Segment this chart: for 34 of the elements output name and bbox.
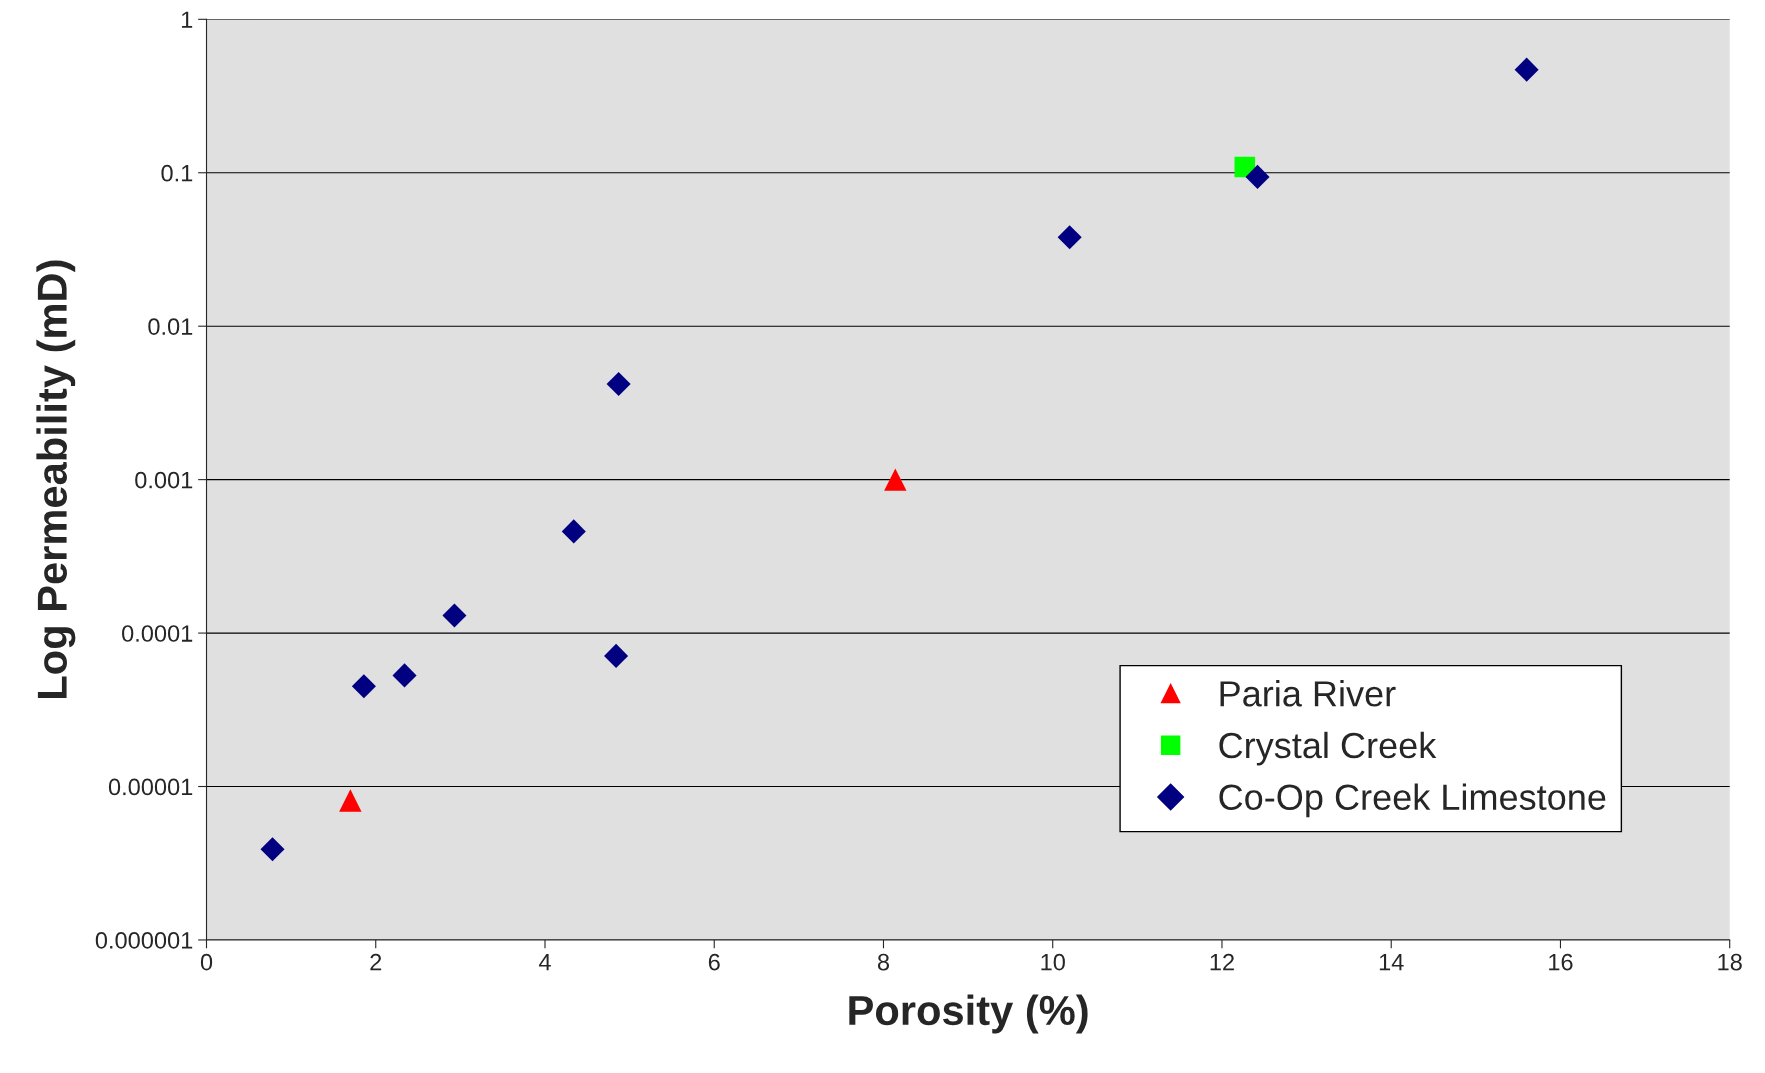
legend-label: Crystal Creek — [1219, 731, 1437, 766]
point — [561, 519, 586, 544]
y-tick-label: 0.00001 — [108, 778, 193, 796]
legend-label: Co-Op Creek Limestone — [1219, 783, 1606, 818]
point — [606, 371, 631, 397]
legend-label: Paria River — [1220, 680, 1396, 707]
point — [351, 674, 376, 699]
y-tick-label: 0.0001 — [122, 625, 193, 642]
x-tick-label: 10 — [1041, 953, 1065, 971]
x-tick-label: 16 — [1549, 953, 1573, 971]
y-tick-label: 0.01 — [148, 318, 193, 335]
x-tick-label: 12 — [1210, 953, 1234, 971]
point — [1057, 225, 1082, 250]
point — [392, 663, 417, 688]
x-tick-label: 4 — [538, 954, 551, 971]
point — [339, 789, 362, 812]
point — [442, 603, 467, 628]
y-axis-title: Log Permeability (mD) — [36, 260, 76, 698]
x-tick-label: 8 — [877, 953, 890, 971]
y-tick-label: 0.001 — [135, 471, 193, 489]
point — [1245, 164, 1270, 189]
point — [1514, 57, 1539, 82]
point — [260, 837, 285, 862]
x-tick-label: 2 — [370, 953, 382, 971]
point — [604, 643, 629, 668]
x-axis-title: Porosity (%) — [849, 994, 1088, 1034]
point — [884, 468, 907, 491]
x-tick-label: 18 — [1718, 953, 1742, 971]
y-tick-label: 0.1 — [161, 164, 193, 182]
y-tick-label: 1 — [181, 11, 193, 28]
y-tick-label: 0.000001 — [95, 932, 193, 949]
x-tick-label: 14 — [1379, 954, 1404, 971]
x-tick-label: 6 — [708, 953, 720, 971]
x-tick-label: 0 — [200, 953, 213, 971]
